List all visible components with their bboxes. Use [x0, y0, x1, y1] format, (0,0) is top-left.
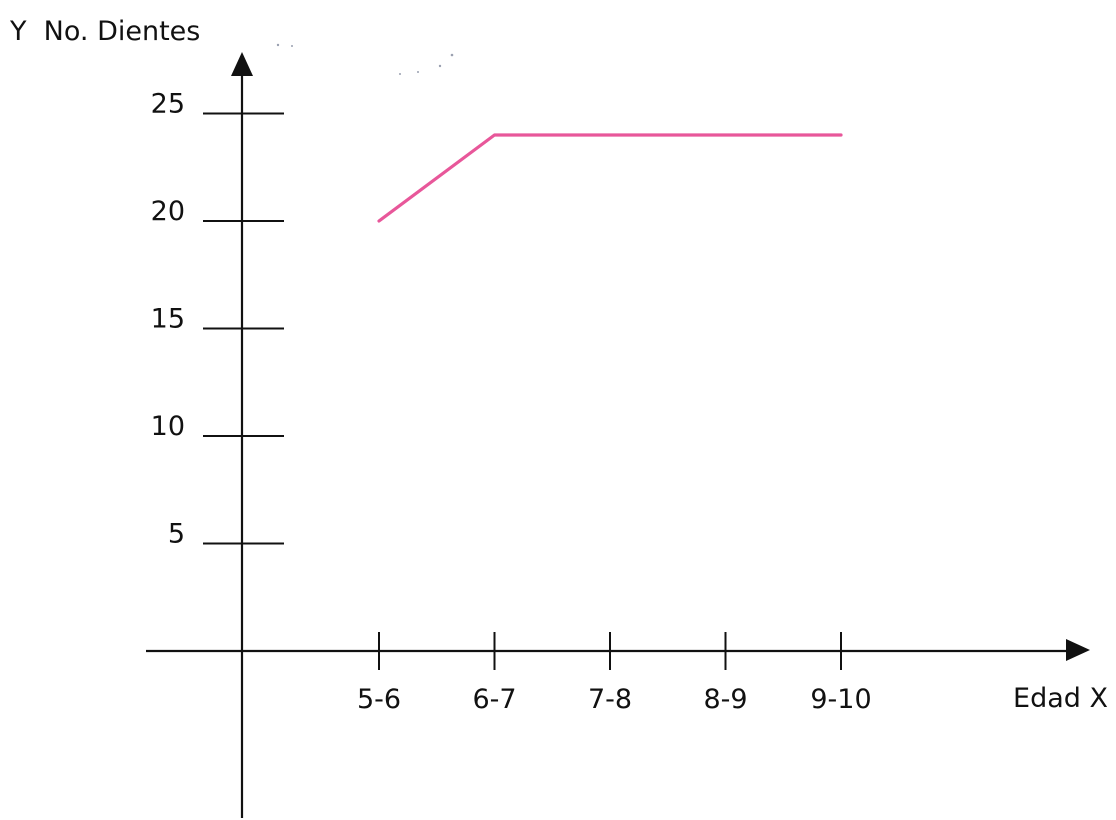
series-layer — [377, 133, 843, 223]
x-tick-label: 7-8 — [588, 684, 632, 715]
y-tick-label: 25 — [151, 89, 185, 120]
y-tick-label: 10 — [151, 411, 185, 442]
x-tick-label: 8-9 — [703, 684, 747, 715]
x-tick-label: 5-6 — [357, 684, 401, 715]
series-line-0 — [377, 133, 843, 223]
x-tick-label: 9-10 — [810, 684, 871, 715]
scan-specks — [276, 43, 454, 75]
x-axis-arrowhead — [1066, 639, 1090, 661]
y-axis-arrowhead — [231, 52, 253, 76]
x-tick-group: 5-6 6-7 7-8 8-9 9-10 — [357, 632, 872, 715]
y-tick-group: 5 10 15 20 25 — [151, 89, 284, 550]
y-axis-title: Y No. Dientes — [9, 16, 200, 47]
x-axis-title: Edad X — [1013, 683, 1108, 714]
y-tick-label: 5 — [168, 519, 185, 550]
x-tick-label: 6-7 — [472, 684, 516, 715]
y-tick-label: 15 — [151, 304, 185, 335]
y-tick-label: 20 — [151, 196, 185, 227]
